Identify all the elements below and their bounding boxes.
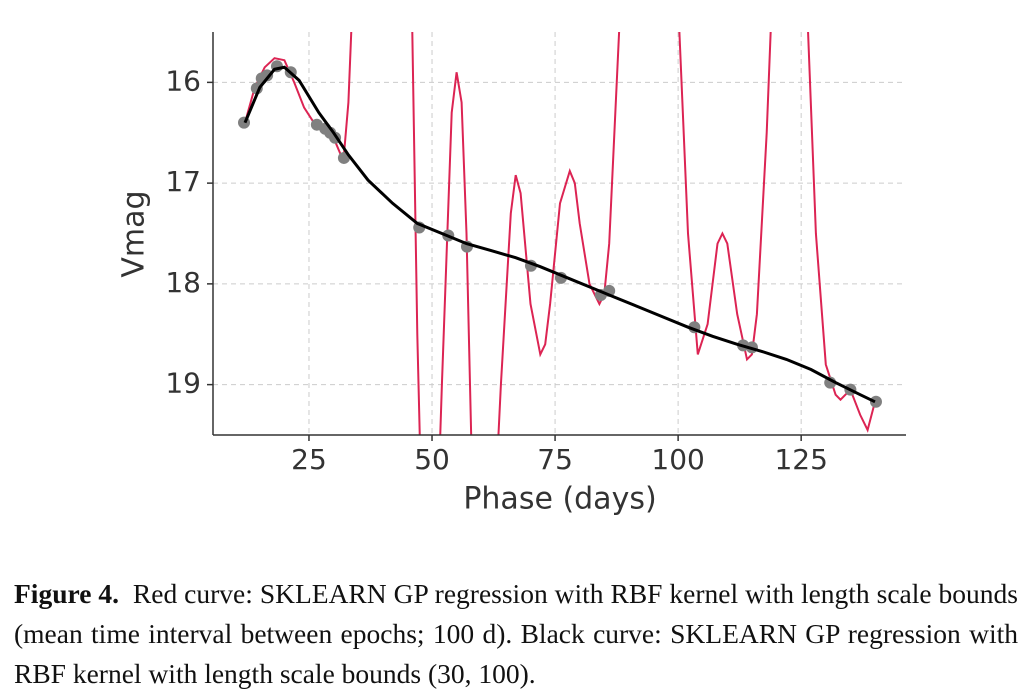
x-tick-label: 50 [414, 443, 450, 476]
y-tick-label: 16 [165, 64, 201, 97]
x-tick-label: 75 [537, 443, 573, 476]
plot-area [238, 32, 882, 435]
y-axis-label: Vmag [117, 190, 152, 277]
curve [243, 65, 876, 404]
x-axis-label: Phase (days) [463, 482, 656, 517]
caption-text: Red curve: SKLEARN GP regression with RB… [14, 578, 1019, 689]
x-tick-label: 100 [651, 443, 704, 476]
x-tick-label: 125 [774, 443, 827, 476]
caption-label: Figure 4. [14, 578, 119, 609]
y-tick-label: 17 [165, 165, 201, 198]
y-tick-label: 19 [165, 367, 201, 400]
chart: Phase (days) Vmag 16 17 18 19 25 50 75 100 125 [117, 32, 906, 517]
caption: Figure 4. Red curve: SKLEARN GP regressi… [14, 574, 1018, 694]
curve [244, 32, 876, 435]
data-point [869, 395, 882, 408]
y-tick-label: 18 [165, 266, 201, 299]
x-tick-label: 25 [291, 443, 327, 476]
